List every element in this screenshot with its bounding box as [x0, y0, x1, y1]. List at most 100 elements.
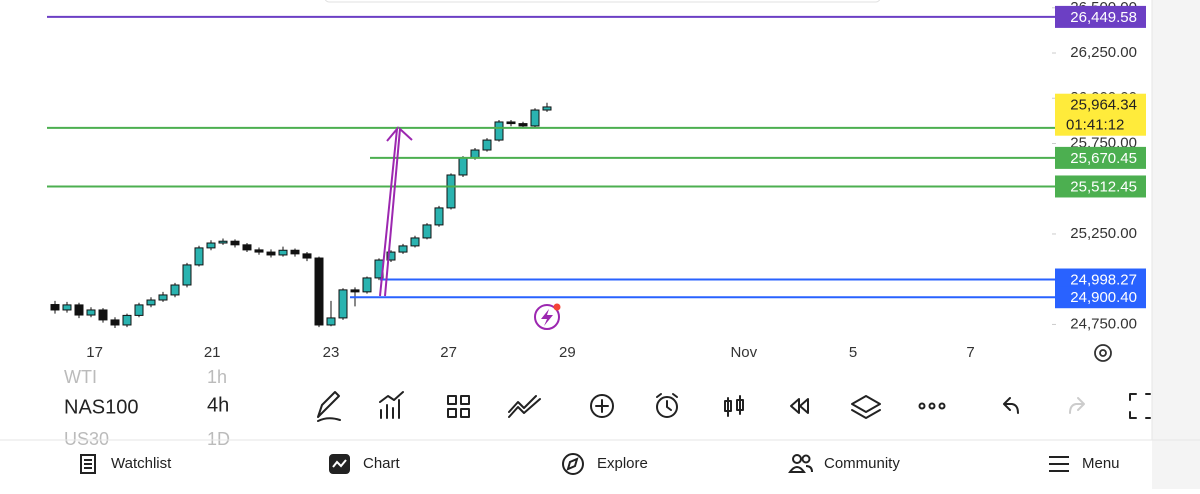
candle-body	[74, 304, 84, 316]
candle-body	[242, 244, 252, 251]
layouts[interactable]	[447, 395, 470, 418]
community-icon[interactable]	[792, 454, 802, 464]
candle-body	[410, 237, 420, 247]
explore-icon[interactable]	[562, 453, 584, 475]
y-tick-label: 24,750.00	[1070, 315, 1137, 332]
y-tick-label: 26,250.00	[1070, 44, 1137, 61]
candle-body	[434, 207, 444, 226]
indicators[interactable]	[379, 391, 404, 419]
candle-body	[518, 123, 528, 127]
nav-item[interactable]: Menu	[1082, 455, 1120, 472]
candle-body	[542, 106, 552, 111]
compare[interactable]	[508, 395, 541, 418]
candle-body	[470, 149, 480, 159]
candle-body	[62, 304, 72, 311]
draw-tool[interactable]	[317, 391, 341, 422]
candle-body	[458, 157, 468, 176]
last-price-bg	[1055, 93, 1146, 136]
nav-item[interactable]: Community	[824, 455, 900, 472]
candle-body	[398, 245, 408, 253]
x-tick-label: 23	[323, 344, 340, 361]
candle-body	[338, 289, 348, 319]
arrow	[379, 125, 399, 297]
level-label: 25,512.45	[1070, 178, 1137, 195]
x-tick-label: 29	[559, 344, 576, 361]
candle-body	[386, 251, 396, 261]
candle-body	[194, 247, 204, 266]
interval-prev[interactable]: 1h	[207, 367, 227, 387]
candle-body	[362, 277, 372, 293]
undo[interactable]	[1003, 397, 1019, 414]
chart-type[interactable]	[724, 395, 744, 417]
redo[interactable]	[1069, 397, 1085, 414]
candle-body	[158, 294, 168, 301]
countdown: 01:41:12	[1066, 117, 1124, 134]
x-tick-label: 21	[204, 344, 221, 361]
symbol[interactable]: NAS100	[64, 396, 139, 418]
candle-body	[206, 242, 216, 249]
candle-body	[266, 251, 276, 256]
candle-body	[170, 284, 180, 296]
nav-item[interactable]: Explore	[597, 455, 648, 472]
candle-body	[302, 253, 312, 259]
interval-next[interactable]: 1D	[207, 429, 230, 449]
x-tick-label: 17	[86, 344, 103, 361]
candle-body	[146, 299, 156, 306]
candle-body	[254, 249, 264, 253]
level-label: 25,670.45	[1070, 150, 1137, 167]
alert[interactable]	[656, 396, 678, 418]
level-label: 24,900.40	[1070, 289, 1137, 306]
level-label-bg	[1055, 146, 1146, 169]
candle-body	[290, 249, 300, 255]
candle-body	[98, 309, 108, 321]
candle-body	[86, 309, 96, 316]
candle-body	[506, 121, 516, 125]
x-tick-label: 5	[849, 344, 857, 361]
candle-body	[494, 121, 504, 141]
candle-body	[482, 139, 492, 151]
replay[interactable]	[790, 398, 809, 414]
symbol-next[interactable]: US30	[64, 429, 109, 449]
candle-body	[122, 314, 132, 326]
last-price-label: 25,964.34	[1070, 97, 1137, 114]
candle-body	[314, 257, 324, 326]
candle-body	[134, 304, 144, 316]
menu-icon[interactable]	[1049, 456, 1069, 472]
candle-body	[278, 249, 288, 256]
candle-body	[218, 240, 228, 244]
level-label-bg	[1055, 286, 1146, 309]
candle-body	[350, 289, 360, 293]
side-panel	[1152, 0, 1200, 489]
settings-icon[interactable]	[1094, 344, 1112, 362]
level-label-bg	[1055, 268, 1146, 291]
top-sheet	[324, 0, 881, 3]
nav-item[interactable]: Watchlist	[111, 455, 172, 472]
candle-body	[110, 319, 120, 326]
candle-body	[230, 240, 240, 246]
candle-body	[422, 224, 432, 239]
arrow-drawing	[379, 125, 413, 297]
symbol-prev[interactable]: WTI	[64, 367, 97, 387]
objects[interactable]	[851, 395, 881, 419]
y-tick-label: 25,250.00	[1070, 225, 1137, 242]
plot	[47, 15, 1055, 329]
candle-body	[530, 109, 540, 127]
candle-body	[50, 304, 60, 311]
level-label: 24,998.27	[1070, 271, 1137, 288]
nav-item[interactable]: Chart	[363, 455, 401, 472]
level-label-bg	[1055, 175, 1146, 198]
more[interactable]	[918, 402, 926, 410]
interval[interactable]: 4h	[207, 394, 229, 416]
add[interactable]	[590, 394, 614, 418]
candle-body	[182, 264, 192, 286]
x-tick-label: 7	[966, 344, 974, 361]
watchlist-icon[interactable]	[80, 454, 96, 474]
fullscreen[interactable]	[1129, 393, 1151, 419]
arrow	[384, 126, 413, 297]
level-label: 26,449.58	[1070, 9, 1137, 26]
x-tick-label: Nov	[730, 344, 757, 361]
level-label-bg	[1055, 5, 1146, 28]
x-tick-label: 27	[440, 344, 457, 361]
lightning-icon	[534, 303, 561, 330]
